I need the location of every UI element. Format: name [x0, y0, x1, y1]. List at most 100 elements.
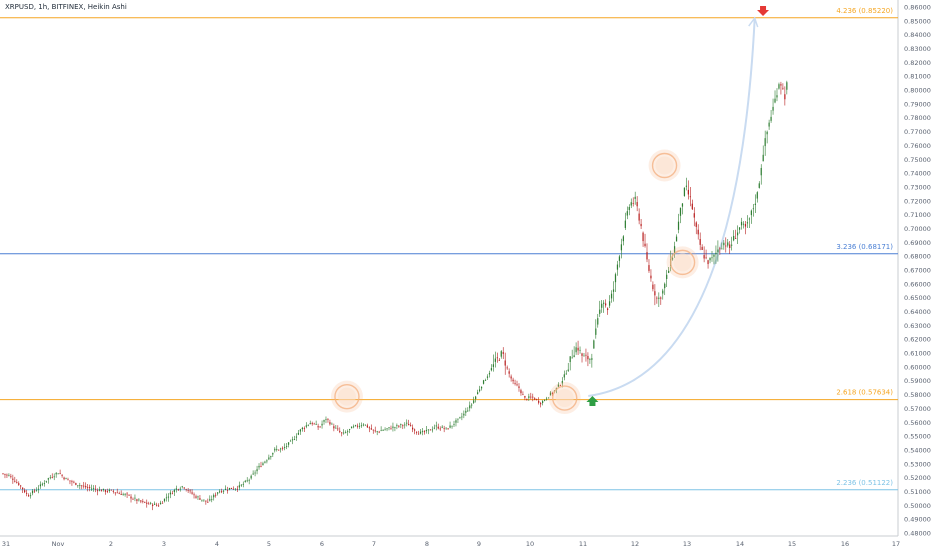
candle-body: [163, 498, 166, 502]
candle-body: [677, 221, 680, 230]
candle-body: [173, 489, 175, 493]
candle-body: [272, 452, 274, 455]
candle-body: [341, 432, 343, 434]
candle-body: [83, 485, 85, 487]
candle-body: [323, 420, 325, 422]
candle-body: [447, 428, 449, 430]
candle-body: [492, 364, 494, 367]
candle-body: [435, 425, 437, 427]
candle-body: [693, 213, 695, 218]
candle-body: [423, 431, 426, 433]
candle-body: [433, 427, 435, 429]
candle-body: [457, 418, 459, 420]
candle-body: [152, 504, 154, 507]
candle-body: [236, 488, 238, 490]
candle-body: [652, 284, 654, 290]
candle-body: [512, 379, 514, 382]
candle-body: [26, 492, 28, 494]
candle-body: [782, 87, 784, 89]
candle-body: [427, 429, 430, 431]
candle-body: [510, 376, 512, 379]
candle-body: [27, 495, 30, 497]
price-tick-label: 0.84000: [904, 31, 931, 39]
candle-body: [664, 283, 666, 289]
candle-body: [309, 423, 311, 425]
candle-body: [382, 430, 384, 431]
candle-body: [713, 254, 715, 257]
candle-body: [12, 478, 14, 480]
candle-body: [746, 222, 749, 224]
candle-body: [748, 218, 751, 220]
candle-body: [634, 196, 636, 199]
candle-body: [287, 442, 290, 445]
candle-body: [471, 404, 473, 406]
candle-body: [463, 413, 465, 416]
candle-body: [526, 398, 528, 400]
candle-body: [528, 396, 530, 398]
candle-body: [43, 483, 45, 484]
candle-body: [284, 447, 286, 448]
time-tick-label: 14: [736, 540, 744, 548]
candle-body: [374, 430, 376, 432]
price-tick-label: 0.68000: [904, 253, 931, 261]
candle-body: [53, 476, 55, 478]
candle-body: [230, 487, 233, 489]
candle-body: [234, 488, 237, 490]
candle-body: [205, 500, 207, 502]
candle-body: [370, 428, 372, 430]
candle-body: [343, 432, 345, 434]
candle-body: [717, 249, 719, 253]
candle-body: [189, 490, 191, 492]
candle-body: [18, 483, 20, 485]
candle-body: [118, 493, 120, 495]
candle-body: [520, 390, 522, 394]
candle-body: [425, 430, 428, 432]
candle-body: [549, 392, 552, 395]
candle-body: [636, 202, 638, 207]
candle-body: [624, 220, 626, 228]
candle-body: [77, 485, 79, 487]
fib-level-label: 2.236 (0.51122): [836, 479, 893, 487]
candle-body: [71, 481, 73, 483]
candle-body: [681, 203, 684, 207]
highlight-circle: [552, 385, 578, 411]
candle-body: [410, 425, 412, 427]
candle-body: [597, 318, 599, 325]
candle-body: [199, 498, 201, 500]
candle-body: [47, 478, 49, 480]
candle-body: [79, 485, 81, 486]
candle-body: [220, 491, 223, 493]
candle-body: [449, 425, 451, 428]
fib-level-label: 4.236 (0.85220): [836, 7, 893, 15]
candle-body: [404, 424, 406, 426]
candle-body: [112, 490, 114, 492]
price-tick-label: 0.59000: [904, 377, 931, 385]
candle-body: [364, 424, 366, 426]
candle-body: [543, 400, 546, 401]
candle-body: [177, 489, 179, 491]
candle-body: [610, 293, 613, 299]
candle-body: [488, 373, 491, 375]
candle-body: [538, 400, 540, 403]
candle-body: [632, 202, 634, 204]
candle-body: [51, 477, 53, 478]
price-tick-label: 0.76000: [904, 142, 931, 150]
candle-body: [534, 398, 536, 400]
price-tick-label: 0.69000: [904, 239, 931, 247]
candle-body: [124, 494, 126, 495]
candle-body: [626, 211, 628, 216]
candle-body: [335, 427, 337, 429]
candle-body: [169, 492, 172, 495]
candle-body: [167, 496, 170, 498]
candle-body: [786, 82, 788, 90]
candle-body: [719, 248, 721, 250]
candle-body: [156, 504, 158, 506]
time-tick-label: 9: [477, 540, 481, 548]
candle-body: [508, 371, 510, 374]
candle-body: [774, 98, 776, 103]
candle-body: [402, 425, 404, 427]
candle-body: [390, 428, 392, 430]
candle-body: [386, 428, 388, 430]
candle-body: [126, 493, 128, 495]
